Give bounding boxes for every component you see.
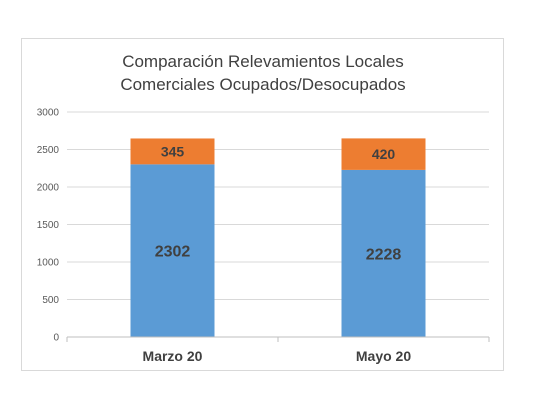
bar-segment-top <box>341 138 426 170</box>
y-tick-label: 3000 <box>37 108 60 119</box>
data-label: 2302 <box>155 244 191 261</box>
bar-segment-top <box>130 138 215 165</box>
y-axis-tick-labels: 0 500 1000 1500 2000 2500 3000 <box>37 108 60 344</box>
chart-title: Comparación Relevamientos Locales Comerc… <box>120 52 405 94</box>
x-axis: Marzo 20 Mayo 20 <box>66 336 490 364</box>
bars <box>130 138 426 337</box>
data-label: 2228 <box>366 246 402 263</box>
data-label: 420 <box>372 146 396 162</box>
data-labels: 2302 345 2228 420 <box>155 143 402 263</box>
bar-segment-bottom <box>341 169 426 337</box>
data-label: 345 <box>161 143 185 159</box>
y-tick-label: 2000 <box>37 183 60 194</box>
x-category-label: Mayo 20 <box>356 348 411 364</box>
y-tick-label: 1500 <box>37 220 60 231</box>
bar-segment-bottom <box>130 164 215 337</box>
gridlines <box>67 111 489 300</box>
y-tick-label: 500 <box>42 295 59 306</box>
chart-title-line-1: Comparación Relevamientos Locales <box>122 52 404 71</box>
x-category-label: Marzo 20 <box>143 348 203 364</box>
y-tick-label: 1000 <box>37 258 60 269</box>
y-tick-label: 2500 <box>37 145 60 156</box>
y-tick-label: 0 <box>53 333 59 344</box>
chart-title-line-2: Comerciales Ocupados/Desocupados <box>120 75 405 94</box>
